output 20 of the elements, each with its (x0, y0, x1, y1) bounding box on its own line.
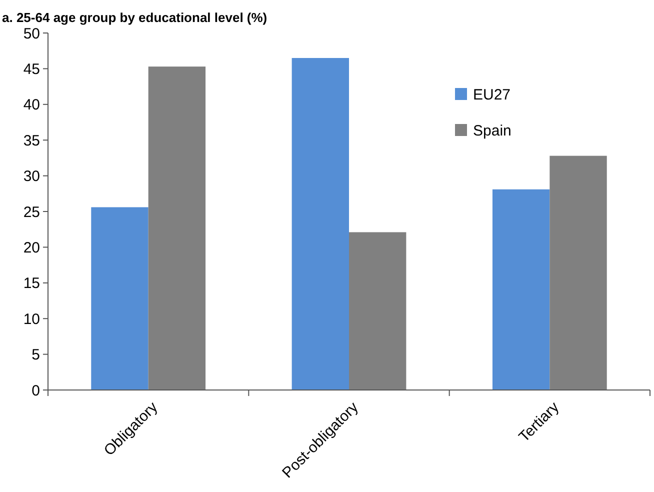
bar (292, 58, 349, 390)
bar (349, 232, 406, 390)
y-tick-label: 25 (23, 204, 40, 221)
bar (91, 207, 148, 390)
chart-title: a. 25-64 age group by educational level (%) (2, 10, 268, 25)
y-tick-label: 30 (23, 168, 40, 186)
y-tick-label: 5 (32, 346, 40, 364)
y-tick-label: 20 (23, 239, 40, 256)
bar (550, 156, 607, 390)
legend-label: EU27 (473, 86, 511, 104)
y-tick-label: 35 (23, 132, 40, 150)
y-tick-label: 15 (23, 275, 40, 292)
y-tick-label: 10 (23, 310, 40, 328)
y-tick-label: 50 (23, 25, 40, 42)
legend-label: Spain (473, 122, 512, 140)
y-tick-label: 0 (32, 382, 40, 400)
bar (492, 189, 550, 390)
y-tick-label: 40 (23, 96, 40, 114)
y-tick-label: 45 (23, 60, 40, 78)
bar (148, 66, 206, 390)
